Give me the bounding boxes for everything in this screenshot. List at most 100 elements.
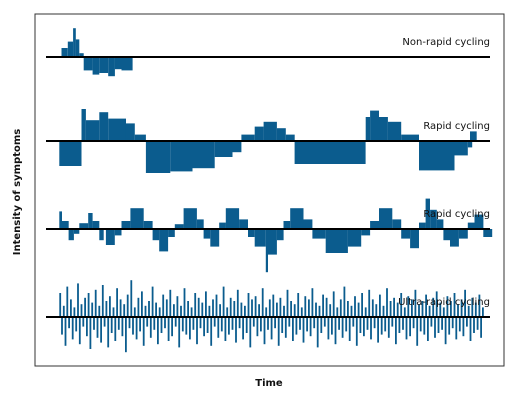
intensity-bar	[367, 317, 369, 330]
intensity-bar	[228, 317, 230, 335]
intensity-bar	[360, 317, 362, 333]
intensity-bar	[162, 295, 164, 317]
intensity-bar	[420, 317, 422, 331]
intensity-bar	[170, 141, 192, 171]
intensity-bar	[268, 229, 277, 255]
intensity-bar	[136, 317, 138, 339]
intensity-bar	[328, 317, 330, 339]
intensity-bar	[427, 317, 429, 341]
intensity-bar	[288, 317, 290, 327]
intensity-bar	[239, 219, 248, 229]
intensity-bar	[370, 221, 379, 229]
intensity-bar	[125, 317, 127, 352]
intensity-bar	[62, 48, 68, 57]
intensity-bar	[108, 119, 126, 141]
intensity-bar	[399, 317, 401, 333]
panel-label: Rapid cycling	[423, 121, 490, 132]
intensity-bar	[336, 307, 338, 317]
intensity-bar	[168, 229, 175, 237]
intensity-bar	[278, 317, 280, 346]
intensity-bar	[255, 296, 257, 317]
intensity-bar	[368, 290, 370, 317]
intensity-bar	[409, 317, 411, 336]
intensity-bar	[226, 307, 228, 317]
intensity-bar	[118, 317, 120, 330]
intensity-bar	[193, 317, 195, 330]
intensity-bar	[348, 229, 361, 247]
intensity-bar	[258, 304, 260, 317]
intensity-bar	[431, 317, 433, 327]
intensity-bar	[344, 287, 346, 317]
intensity-bar	[63, 306, 65, 317]
intensity-bar	[226, 208, 239, 229]
intensity-bar	[75, 317, 77, 331]
intensity-bar	[88, 293, 90, 317]
intensity-bar	[159, 229, 168, 251]
intensity-bar	[108, 57, 115, 76]
intensity-bar	[168, 317, 170, 341]
intensity-bar	[73, 28, 76, 57]
intensity-bar	[437, 219, 444, 229]
intensity-bar	[76, 39, 80, 57]
intensity-bar	[358, 303, 360, 317]
intensity-bar	[281, 317, 283, 333]
intensity-bar	[246, 317, 248, 333]
intensity-bar	[216, 295, 218, 317]
intensity-bar	[99, 112, 108, 141]
intensity-bar	[225, 317, 227, 341]
intensity-bar	[141, 291, 143, 317]
intensity-bar	[198, 298, 200, 317]
intensity-bar	[74, 307, 76, 317]
intensity-bar	[295, 141, 366, 164]
intensity-bar	[297, 293, 299, 317]
intensity-bar	[164, 317, 166, 328]
intensity-bar	[201, 303, 203, 317]
intensity-bar	[91, 303, 93, 317]
intensity-bar	[132, 317, 134, 335]
intensity-bar	[114, 317, 116, 341]
intensity-bar	[175, 317, 177, 327]
intensity-bar	[342, 317, 344, 338]
intensity-bar	[215, 141, 233, 157]
intensity-bar	[221, 317, 223, 331]
intensity-bar	[129, 317, 131, 328]
intensity-bar	[106, 229, 115, 245]
intensity-bar	[356, 317, 358, 346]
intensity-bar	[214, 317, 216, 327]
intensity-bar	[244, 306, 246, 317]
intensity-bar	[150, 317, 152, 338]
intensity-bar	[434, 317, 436, 338]
intensity-bar	[466, 317, 468, 327]
intensity-bar	[157, 317, 159, 344]
intensity-bar	[303, 317, 305, 343]
intensity-bar	[361, 293, 363, 317]
intensity-bar	[241, 303, 243, 317]
intensity-bar	[144, 221, 153, 229]
intensity-bar	[98, 306, 100, 317]
intensity-bar	[255, 127, 264, 141]
intensity-bar	[377, 317, 379, 343]
intensity-bar	[120, 299, 122, 317]
intensity-bar	[308, 299, 310, 317]
intensity-bar	[97, 317, 99, 338]
intensity-bar	[90, 317, 92, 349]
intensity-bar	[239, 317, 241, 328]
intensity-bar	[379, 208, 392, 229]
intensity-bar	[122, 221, 131, 229]
intensity-bar	[445, 317, 447, 344]
intensity-bar	[423, 317, 425, 335]
intensity-bar	[88, 213, 92, 229]
intensity-bar	[379, 295, 381, 317]
intensity-bar	[248, 293, 250, 317]
intensity-bar	[313, 317, 315, 328]
intensity-bar	[312, 229, 325, 239]
intensity-bar	[264, 122, 277, 141]
intensity-bar	[102, 285, 104, 317]
intensity-bar	[306, 317, 308, 331]
intensity-bar	[470, 131, 477, 141]
intensity-bar	[126, 123, 135, 141]
intensity-bar	[152, 287, 154, 317]
intensity-bar	[375, 304, 377, 317]
intensity-bar	[93, 317, 95, 330]
intensity-bar	[159, 307, 161, 317]
